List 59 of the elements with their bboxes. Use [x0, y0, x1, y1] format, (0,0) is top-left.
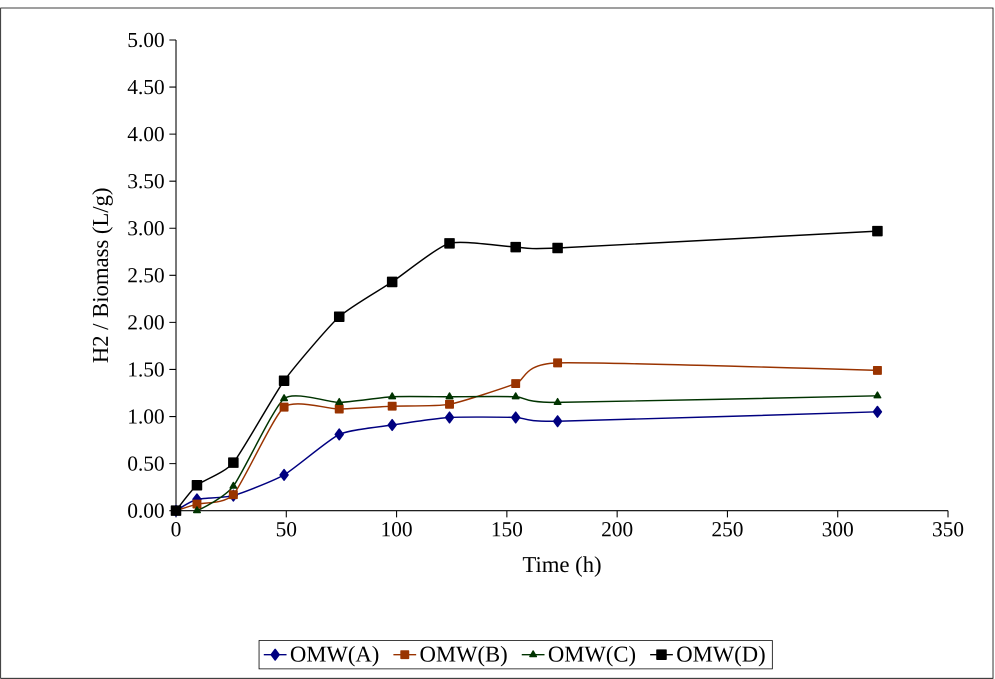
- point: [279, 468, 289, 481]
- x-tick-label: 150: [492, 522, 522, 536]
- x-tick-label: 50: [276, 522, 296, 536]
- y-tick-label: 0.00: [128, 503, 164, 518]
- y-tick-label: 3.00: [128, 221, 164, 236]
- point: [445, 400, 454, 409]
- point: [446, 392, 454, 400]
- y-tick-label: 0.50: [128, 456, 164, 471]
- point: [873, 391, 882, 398]
- point: [280, 402, 289, 412]
- point: [872, 406, 882, 418]
- x-axis-title: Time (h): [522, 556, 601, 577]
- point: [552, 242, 563, 254]
- point: [872, 226, 883, 236]
- y-tick-label: 5.00: [128, 32, 164, 48]
- x-tick-label: 100: [382, 522, 412, 536]
- y-tick-label: 3.50: [128, 174, 164, 188]
- y-tick-label: 1.00: [129, 409, 164, 424]
- point: [192, 500, 202, 509]
- point: [335, 398, 344, 406]
- x-tick-label: 300: [822, 522, 853, 536]
- point: [512, 392, 520, 400]
- point: [511, 379, 520, 388]
- point: [280, 394, 288, 402]
- x-tick-label: 200: [602, 522, 632, 536]
- point: [388, 392, 396, 400]
- legend-label: OMW(B): [420, 646, 507, 666]
- y-tick-label: 4.00: [128, 126, 164, 142]
- y-axis-title: H2 / Biomass (L/g): [92, 188, 113, 363]
- point: [552, 415, 562, 428]
- point: [192, 480, 202, 491]
- point: [386, 276, 398, 288]
- point: [444, 238, 455, 249]
- y-tick-label: 4.50: [128, 80, 164, 94]
- x-tick-label: 0: [171, 522, 181, 536]
- y-tick-label: 2.00: [128, 315, 164, 330]
- x-tick-label: 250: [712, 522, 743, 536]
- point: [872, 366, 882, 375]
- point: [334, 311, 344, 322]
- point: [334, 428, 344, 440]
- y-tick-label: 1.50: [129, 362, 164, 377]
- point: [228, 490, 238, 500]
- point: [554, 398, 562, 406]
- point: [278, 375, 290, 386]
- point: [334, 404, 344, 414]
- legend-label: OMW(A): [290, 646, 378, 666]
- point: [553, 358, 562, 368]
- point: [510, 242, 521, 252]
- legend-label: OMW(D): [677, 646, 765, 666]
- x-tick-label: 350: [933, 522, 964, 536]
- point: [192, 506, 201, 514]
- point: [387, 418, 397, 432]
- point: [229, 482, 238, 489]
- point: [510, 411, 520, 424]
- point: [228, 457, 239, 468]
- legend-label: OMW(C): [548, 646, 636, 666]
- point: [444, 411, 454, 424]
- point: [388, 402, 397, 411]
- y-tick-label: 2.50: [128, 268, 164, 283]
